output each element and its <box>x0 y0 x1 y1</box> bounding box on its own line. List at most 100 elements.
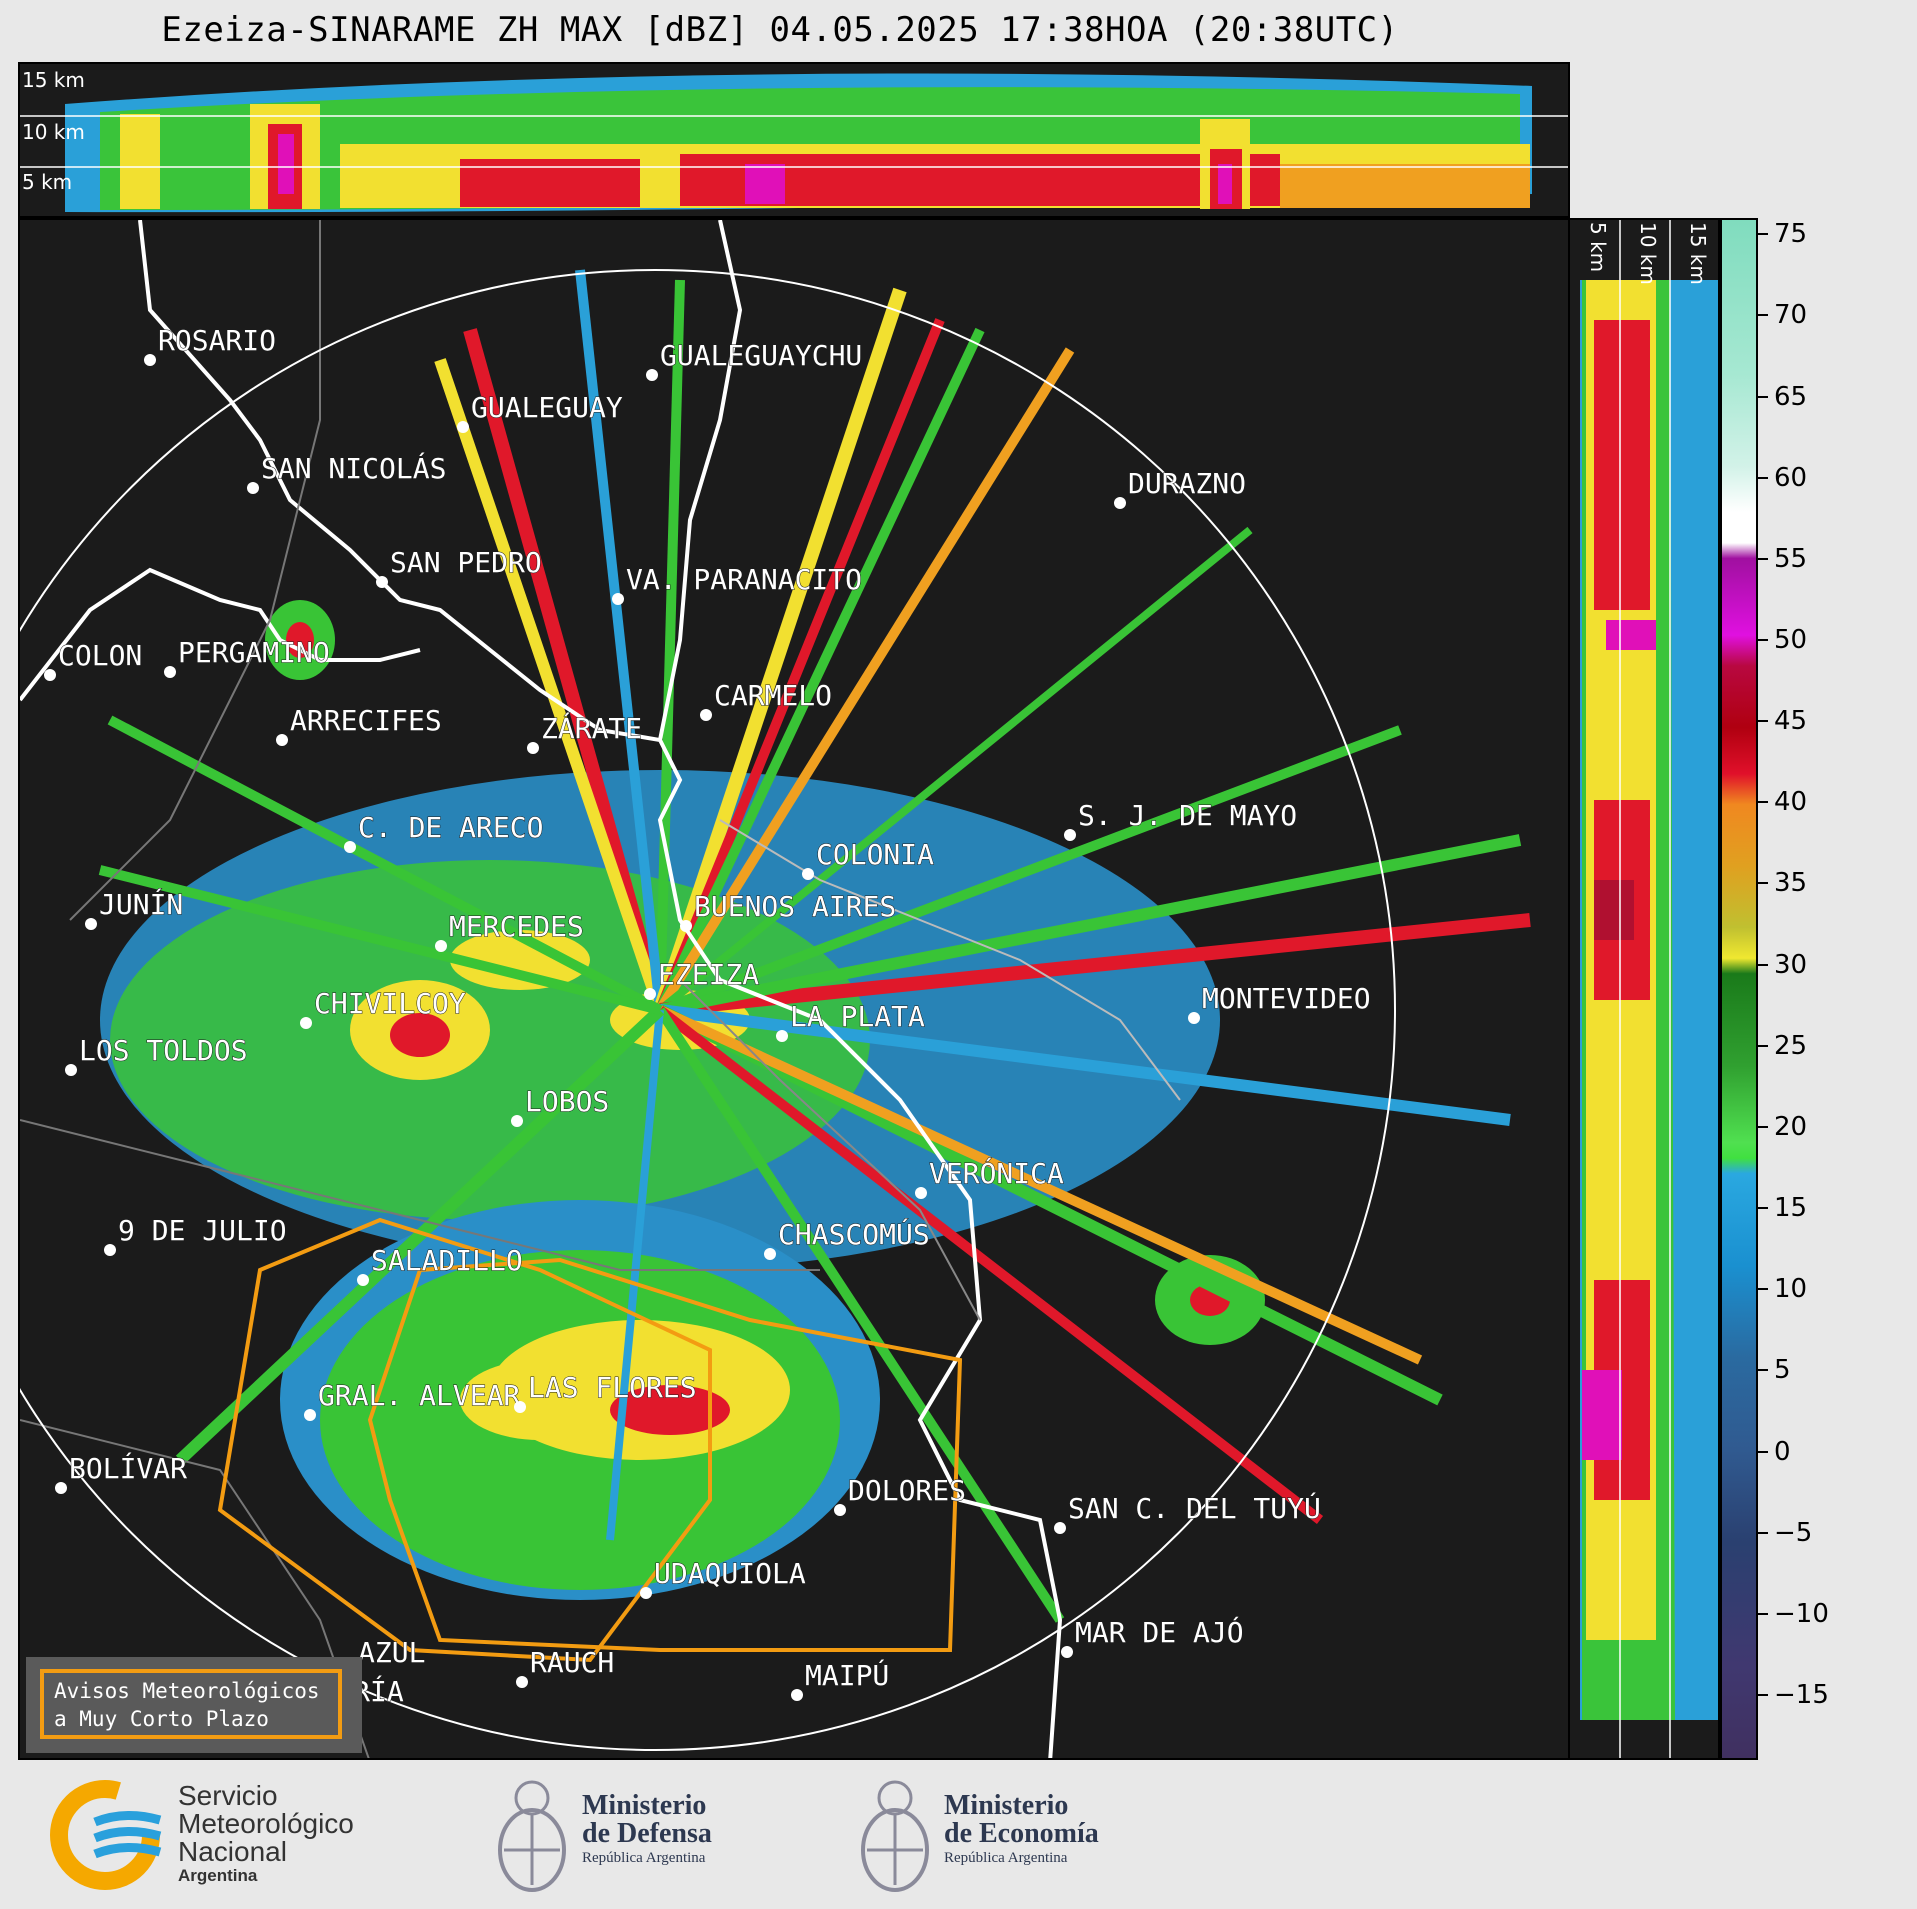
colorbar-tick-label: 50 <box>1774 625 1808 656</box>
city-chivilcoy: CHIVILCOY <box>300 987 466 1029</box>
city-dot <box>680 920 692 932</box>
city-label: MONTEVIDEO <box>1202 982 1371 1015</box>
city-label: MAIPÚ <box>805 1658 889 1692</box>
smn-logo-text: Servicio Meteorológico Nacional Argentin… <box>178 1782 354 1886</box>
colorbar-tick <box>1758 476 1768 479</box>
city-gral-alvear: GRAL. ALVEAR <box>304 1379 521 1421</box>
city-colonia: COLONIA <box>802 838 935 880</box>
colorbar-tick-label: 25 <box>1774 1030 1808 1061</box>
city-dot <box>646 369 658 381</box>
city-dot <box>457 421 469 433</box>
city-dot <box>644 988 656 1000</box>
radar-echoes <box>98 269 1531 1623</box>
city-label: COLON <box>58 639 142 672</box>
city-san-c-del-tuyú: SAN C. DEL TUYÚ <box>1054 1491 1321 1534</box>
smn-line2: Meteorológico <box>178 1808 354 1839</box>
city-dot <box>1188 1012 1200 1024</box>
colorbar-tick-label: 55 <box>1774 543 1808 574</box>
city-dot <box>304 1409 316 1421</box>
city-colon: COLON <box>44 639 143 681</box>
city-dot <box>1064 829 1076 841</box>
city-dot <box>511 1115 523 1127</box>
city-lobos: LOBOS <box>511 1085 610 1127</box>
colorbar-tick <box>1758 1612 1768 1615</box>
colorbar-tick <box>1758 395 1768 398</box>
city-dot <box>1054 1522 1066 1534</box>
economia-line1: Ministerio <box>944 1790 1069 1821</box>
page-title: Ezeiza-SINARAME ZH MAX [dBZ] 04.05.2025 … <box>161 10 1399 50</box>
smn-line1: Servicio <box>178 1780 278 1811</box>
city-label: LA PLATA <box>790 1000 925 1033</box>
colorbar-tick <box>1758 1450 1768 1453</box>
side-height-label-10: 10 km <box>1636 222 1660 285</box>
smn-logo-icon <box>50 1780 162 1890</box>
city-label: GUALEGUAYCHU <box>660 339 862 372</box>
radar-map-panel: ROSARIO GUALEGUAYCHU GUALEGUAY SAN NICOLÁS D… <box>18 218 1570 1760</box>
colorbar-tick-label: −10 <box>1774 1598 1829 1629</box>
city-label: PERGAMINO <box>178 636 330 669</box>
city-ezeiza: EZEIZA <box>644 958 760 1000</box>
city-va-paranacito: VA. PARANACITO <box>612 563 863 605</box>
city-label: COLONIA <box>816 838 934 871</box>
city-label: LOBOS <box>525 1085 609 1118</box>
city-label: DOLORES <box>848 1474 966 1507</box>
city-9-de-julio: 9 DE JULIO <box>104 1214 287 1256</box>
dbz-colorbar <box>1720 218 1758 1760</box>
top-height-label-5: 5 km <box>22 170 73 194</box>
city-dot <box>612 593 624 605</box>
colorbar-tick <box>1758 1369 1768 1372</box>
city-la-plata: LA PLATA <box>776 1000 926 1042</box>
city-label: SAN NICOLÁS <box>261 451 446 485</box>
city-dot <box>802 868 814 880</box>
colorbar-tick <box>1758 1125 1768 1128</box>
colorbar-tick-label: 10 <box>1774 1274 1808 1305</box>
top-height-label-10: 10 km <box>22 120 85 144</box>
city-carmelo: CARMELO <box>700 679 833 721</box>
city-label: VERÓNICA <box>929 1156 1064 1190</box>
city-dot <box>276 734 288 746</box>
city-label: RAUCH <box>530 1646 614 1679</box>
city-chascomús: CHASCOMÚS <box>764 1217 930 1260</box>
city-dot <box>376 576 388 588</box>
city-label: BOLÍVAR <box>69 1451 187 1485</box>
city-label: LAS FLORES <box>528 1371 697 1404</box>
colorbar-tick-label: 0 <box>1774 1436 1791 1467</box>
colorbar-tick <box>1758 720 1768 723</box>
colorbar-tick <box>1758 1207 1768 1210</box>
city-label: SAN C. DEL TUYÚ <box>1068 1491 1321 1525</box>
city-dot <box>55 1482 67 1494</box>
city-label: ARRECIFES <box>290 704 442 737</box>
city-dot <box>764 1248 776 1260</box>
city-mar-de-ajó: MAR DE AJÓ <box>1061 1615 1244 1658</box>
city-dot <box>104 1244 116 1256</box>
city-udaquiola: UDAQUIOLA <box>640 1557 806 1599</box>
top-cross-section-panel: 15 km 10 km 5 km <box>18 62 1570 218</box>
city-dot <box>357 1274 369 1286</box>
warning-legend-line1: Avisos Meteorológicos <box>54 1679 320 1703</box>
colorbar-tick <box>1758 557 1768 560</box>
city-label: BUENOS AIRES <box>694 890 896 923</box>
radar-map: ROSARIO GUALEGUAYCHU GUALEGUAY SAN NICOLÁS D… <box>20 220 1531 1758</box>
side-height-label-5: 5 km <box>1586 222 1610 273</box>
city-rauch: RAUCH <box>516 1646 615 1688</box>
warning-legend-box: Avisos Meteorológicos a Muy Corto Plazo <box>40 1669 342 1739</box>
city-label: SAN PEDRO <box>390 546 542 579</box>
city-label: LOS TOLDOS <box>79 1034 248 1067</box>
city-dot <box>144 354 156 366</box>
city-mercedes: MERCEDES <box>435 910 584 952</box>
city-maipú: MAIPÚ <box>791 1658 890 1701</box>
city-dot <box>435 940 447 952</box>
colorbar-tick <box>1758 1288 1768 1291</box>
city-label: S. J. DE MAYO <box>1078 799 1297 832</box>
city-dot <box>85 918 97 930</box>
footer-logos: Servicio Meteorológico Nacional Argentin… <box>0 1760 1917 1909</box>
colorbar-tick-label: 75 <box>1774 219 1808 250</box>
city-dot <box>44 669 56 681</box>
city-label: C. DE ARECO <box>358 811 543 844</box>
warning-polygons <box>217 1217 963 1663</box>
colorbar-tick-label: 5 <box>1774 1355 1791 1386</box>
colorbar-tick-label: −5 <box>1774 1517 1813 1548</box>
defensa-line2: de Defensa <box>582 1818 712 1849</box>
city-label: MERCEDES <box>449 910 584 943</box>
top-cross-section-image <box>20 73 1568 213</box>
